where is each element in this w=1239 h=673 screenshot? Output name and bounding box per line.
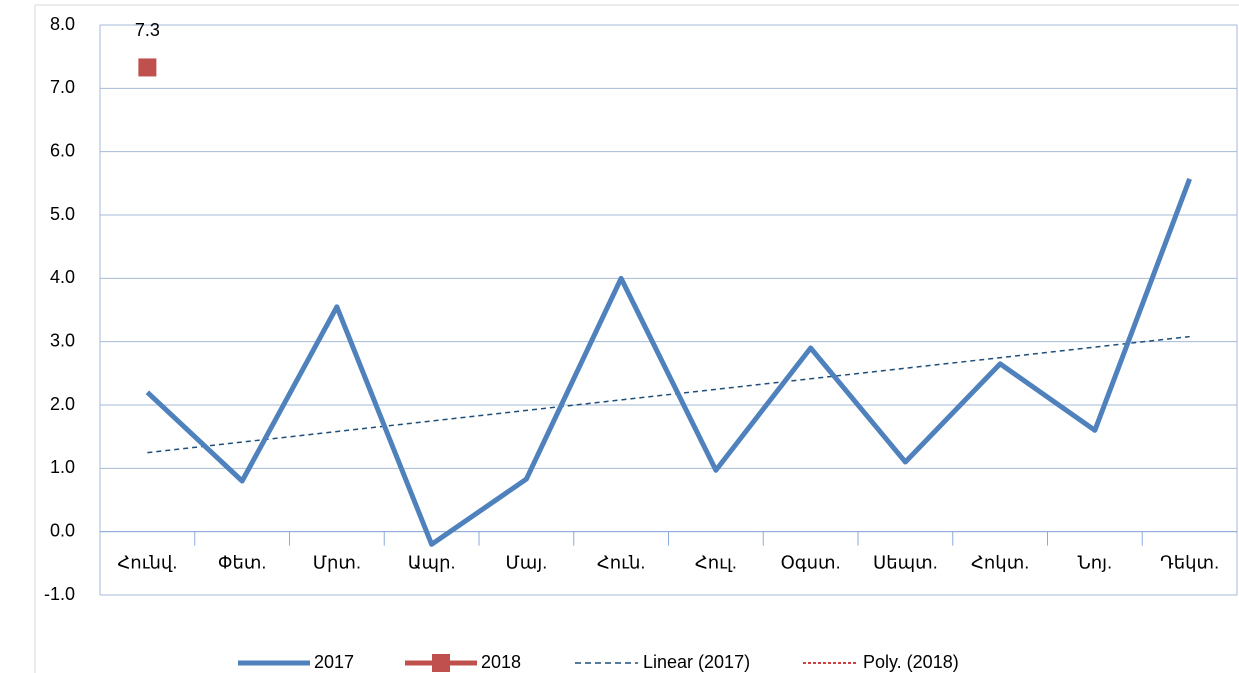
series-line — [145, 178, 1192, 547]
legend-label: Poly. (2018) — [863, 652, 959, 672]
y-tick-label: 1.0 — [50, 457, 75, 477]
y-tick-label: 3.0 — [50, 330, 75, 350]
y-tick-label: 8.0 — [50, 14, 75, 34]
value-label: 7.3 — [135, 20, 160, 40]
x-tick-label: Փետ. — [218, 552, 267, 572]
legend-label: 2017 — [314, 652, 354, 672]
y-tick-label: 6.0 — [50, 140, 75, 160]
y-tick-label: 7.0 — [50, 77, 75, 97]
y-tick-label: 0.0 — [50, 520, 75, 540]
x-tick-label: Նոյ. — [1078, 552, 1112, 572]
x-tick-label: Ապր. — [408, 552, 456, 572]
legend-label: Linear (2017) — [643, 652, 750, 672]
x-tick-label: Հոկտ. — [971, 552, 1029, 572]
y-tick-label: 4.0 — [50, 267, 75, 287]
x-tick-label: Սեպտ. — [873, 552, 938, 572]
legend-marker — [432, 654, 450, 672]
x-tick-label: Դեկտ. — [1160, 552, 1219, 572]
y-tick-label: 5.0 — [50, 204, 75, 224]
y-tick-label: 2.0 — [50, 394, 75, 414]
legend-label: 2018 — [481, 652, 521, 672]
point-marker — [138, 58, 157, 77]
x-tick-label: Հունվ. — [117, 552, 177, 572]
x-tick-label: Մրտ. — [313, 552, 361, 572]
x-tick-label: Օգստ. — [781, 552, 841, 572]
x-tick-label: Հուն. — [597, 552, 646, 572]
trendline — [147, 335, 1190, 454]
y-tick-label: -1.0 — [44, 584, 75, 604]
x-tick-label: Հուլ. — [695, 552, 737, 572]
x-tick-label: Մայ. — [506, 552, 548, 572]
